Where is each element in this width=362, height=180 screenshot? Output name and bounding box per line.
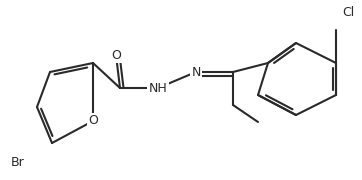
Text: O: O <box>88 114 98 127</box>
Text: NH: NH <box>149 82 167 94</box>
Text: Cl: Cl <box>342 6 354 19</box>
Text: N: N <box>191 66 201 78</box>
Text: Br: Br <box>11 156 25 168</box>
Text: O: O <box>111 48 121 62</box>
